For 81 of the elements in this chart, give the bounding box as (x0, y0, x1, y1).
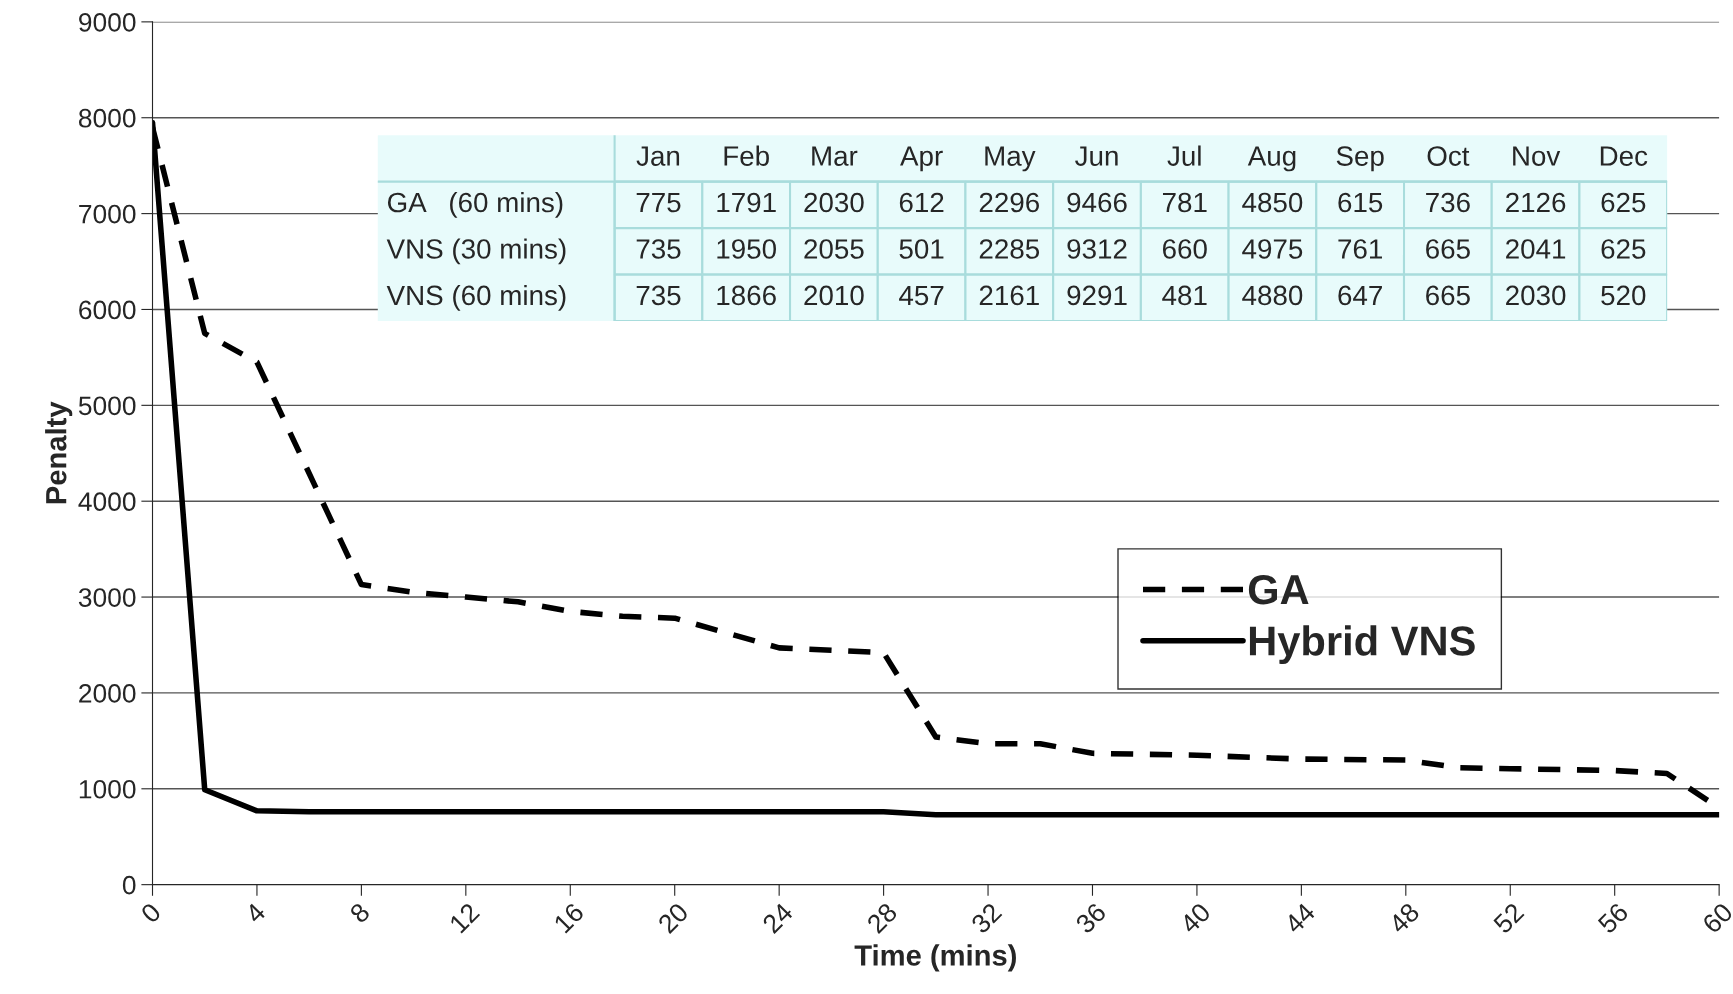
data-label: 625 (1601, 239, 1646, 259)
data-label: 736 (1426, 192, 1470, 213)
data-label: 615 (1338, 192, 1383, 213)
data-label: 625 (1601, 192, 1646, 213)
data-label: 2010 (804, 285, 864, 306)
data-label: 775 (636, 192, 681, 213)
x-tick-label: May (985, 146, 1036, 172)
data-label: 2161 (979, 285, 1039, 306)
x-tick-label: Aug (1247, 146, 1296, 172)
data-label: 2030 (804, 192, 864, 213)
data-label: 9466 (1067, 192, 1127, 213)
x-tick-label: 32 (970, 902, 1003, 935)
data-label: 665 (1426, 239, 1470, 259)
x-tick-label: 40 (1178, 901, 1212, 935)
x-tick-label: Mar (812, 146, 858, 166)
data-label: 1950 (717, 239, 776, 259)
data-label: 2030 (1506, 285, 1566, 306)
data-label: 612 (899, 192, 944, 213)
data-label: 4850 (1242, 192, 1303, 213)
x-tick-label: Nov (1513, 146, 1561, 166)
x-tick-label: 60 (1701, 901, 1733, 935)
data-label: 660 (1162, 239, 1207, 259)
data-label: 9291 (1067, 285, 1127, 306)
y-tick-label: 3000 (78, 588, 136, 607)
y-tick-label: 0 (122, 875, 136, 895)
y-tick-label: 4000 (78, 492, 136, 512)
y-tick-label: 2000 (79, 684, 136, 703)
x-tick-label: 56 (1596, 901, 1630, 935)
y-tick-label: 6000 (79, 300, 136, 320)
data-label: 9312 (1067, 239, 1127, 259)
x-tick-label: 36 (1074, 901, 1108, 935)
x-tick-label: Feb (724, 145, 769, 166)
x-tick-label: 20 (657, 901, 690, 935)
x-axis-title: Time (mins) (854, 944, 1016, 972)
data-label: 735 (636, 239, 681, 259)
x-tick-label: 48 (1387, 901, 1421, 935)
data-label: 781 (1162, 192, 1207, 213)
x-tick-label: Apr (900, 146, 943, 172)
x-tick-label: 8 (348, 901, 371, 924)
x-tick-label: Jan (636, 146, 680, 166)
data-label: 520 (1601, 285, 1646, 306)
data-label: 1791 (717, 192, 776, 213)
data-label: 2285 (979, 239, 1040, 259)
data-label: 665 (1426, 285, 1470, 306)
data-label: 4880 (1242, 285, 1303, 306)
x-tick-label: Oct (1427, 146, 1470, 166)
x-tick-label: Dec (1600, 146, 1648, 166)
x-tick-label: Sep (1336, 146, 1384, 172)
data-label: 481 (1162, 285, 1207, 306)
data-label: 1866 (717, 285, 776, 306)
data-label: 2296 (979, 192, 1039, 213)
x-tick-label: 12 (448, 902, 481, 934)
x-tick-label: 52 (1492, 902, 1525, 935)
y-tick-label: VNS (30 mins) (386, 238, 566, 265)
x-tick-label: 24 (761, 901, 794, 934)
data-label: 647 (1338, 285, 1382, 306)
legend-label: Hybrid VNS (1249, 625, 1475, 665)
data-label: 735 (636, 285, 681, 306)
legend-label: GA (1248, 574, 1309, 605)
y-tick-label: VNS (60 mins) (386, 284, 566, 311)
x-tick-label: 0 (139, 901, 162, 924)
y-tick-label: 8000 (78, 108, 136, 128)
data-label: 457 (899, 285, 944, 306)
x-tick-label: Jun (1075, 146, 1118, 166)
y-tick-label: 1000 (79, 779, 136, 799)
data-label: 2041 (1506, 239, 1566, 259)
data-label: 2055 (804, 239, 864, 259)
y-tick-label: 9000 (79, 13, 136, 32)
data-label: 761 (1338, 239, 1382, 259)
x-tick-label: Jul (1167, 145, 1201, 166)
y-tick-label: 5000 (78, 396, 136, 416)
data-label: 2126 (1506, 192, 1566, 213)
x-tick-label: 4 (244, 901, 267, 925)
y-tick-label: 7000 (79, 204, 136, 224)
y-tick-label: GA (60 mins) (387, 191, 563, 218)
y-axis-title: Penalty (45, 401, 73, 504)
x-tick-label: 44 (1283, 901, 1317, 935)
x-tick-label: 28 (865, 901, 899, 935)
data-label: 501 (899, 239, 944, 259)
x-tick-label: 16 (553, 901, 585, 934)
data-label: 4975 (1242, 239, 1303, 259)
